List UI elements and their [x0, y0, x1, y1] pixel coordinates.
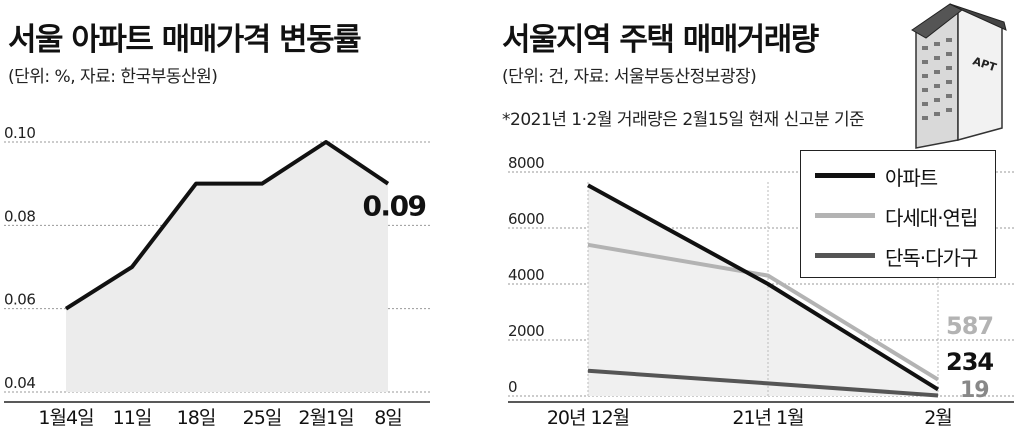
x-tick-label: 8일 — [374, 407, 402, 429]
legend-label-multi: 다세대·연립 — [885, 206, 978, 230]
legend-item-multi: 다세대·연립 — [801, 197, 995, 233]
y-tick-label: 6000 — [508, 210, 544, 228]
data-label-end: 0.09 — [362, 190, 425, 223]
x-tick-label: 25일 — [243, 407, 282, 429]
right-chart-title: 서울지역 주택 매매거래량 — [502, 22, 819, 58]
legend-swatch-house — [815, 253, 875, 258]
y-tick-label: 0.08 — [4, 207, 35, 225]
x-tick-label: 11일 — [113, 407, 152, 429]
legend-swatch-apt — [815, 173, 875, 178]
y-tick-label: 0.04 — [4, 374, 35, 392]
legend-swatch-multi — [815, 213, 875, 218]
x-tick-label: 20년 12월 — [547, 407, 629, 429]
area-fill — [66, 142, 388, 392]
x-tick-label: 21년 1월 — [732, 407, 803, 429]
data-label-end-multi: 587 — [946, 312, 993, 340]
y-tick-label: 8000 — [508, 154, 544, 172]
area-shade — [588, 185, 938, 396]
right-panel: 서울지역 주택 매매거래량 (단위: 건, 자료: 서울부동산정보광장) *20… — [470, 0, 1024, 432]
y-tick-label: 2000 — [508, 322, 544, 340]
data-label-end-apt: 234 — [946, 348, 993, 376]
legend-item-house: 단독·다가구 — [801, 237, 995, 273]
right-chart-source: (단위: 건, 자료: 서울부동산정보광장) — [502, 67, 757, 87]
legend: 아파트 다세대·연립 단독·다가구 — [800, 150, 996, 278]
x-tick-label: 18일 — [177, 407, 216, 429]
legend-label-house: 단독·다가구 — [885, 246, 978, 270]
right-chart-note: *2021년 1·2월 거래량은 2월15일 현재 신고분 기준 — [502, 110, 865, 130]
data-label-end-house: 19 — [960, 378, 989, 403]
x-tick-label: 1월4일 — [38, 407, 93, 429]
x-tick-label: 2월1일 — [298, 407, 353, 429]
y-tick-label: 0.06 — [4, 291, 35, 309]
left-chart-source: (단위: %, 자료: 한국부동산원) — [8, 67, 218, 87]
y-tick-label: 0 — [508, 378, 517, 396]
legend-label-apt: 아파트 — [885, 166, 938, 190]
apartment-building-icon: APT — [911, 3, 1007, 149]
y-tick-label: 4000 — [508, 266, 544, 284]
legend-item-apt: 아파트 — [801, 157, 995, 193]
series-line — [64, 140, 390, 311]
left-chart-title: 서울 아파트 매매가격 변동률 — [8, 22, 362, 58]
y-tick-label: 0.10 — [4, 124, 35, 142]
x-tick-label: 2월 — [924, 407, 952, 429]
left-panel: 서울 아파트 매매가격 변동률 (단위: %, 자료: 한국부동산원) 0.10… — [0, 0, 470, 432]
